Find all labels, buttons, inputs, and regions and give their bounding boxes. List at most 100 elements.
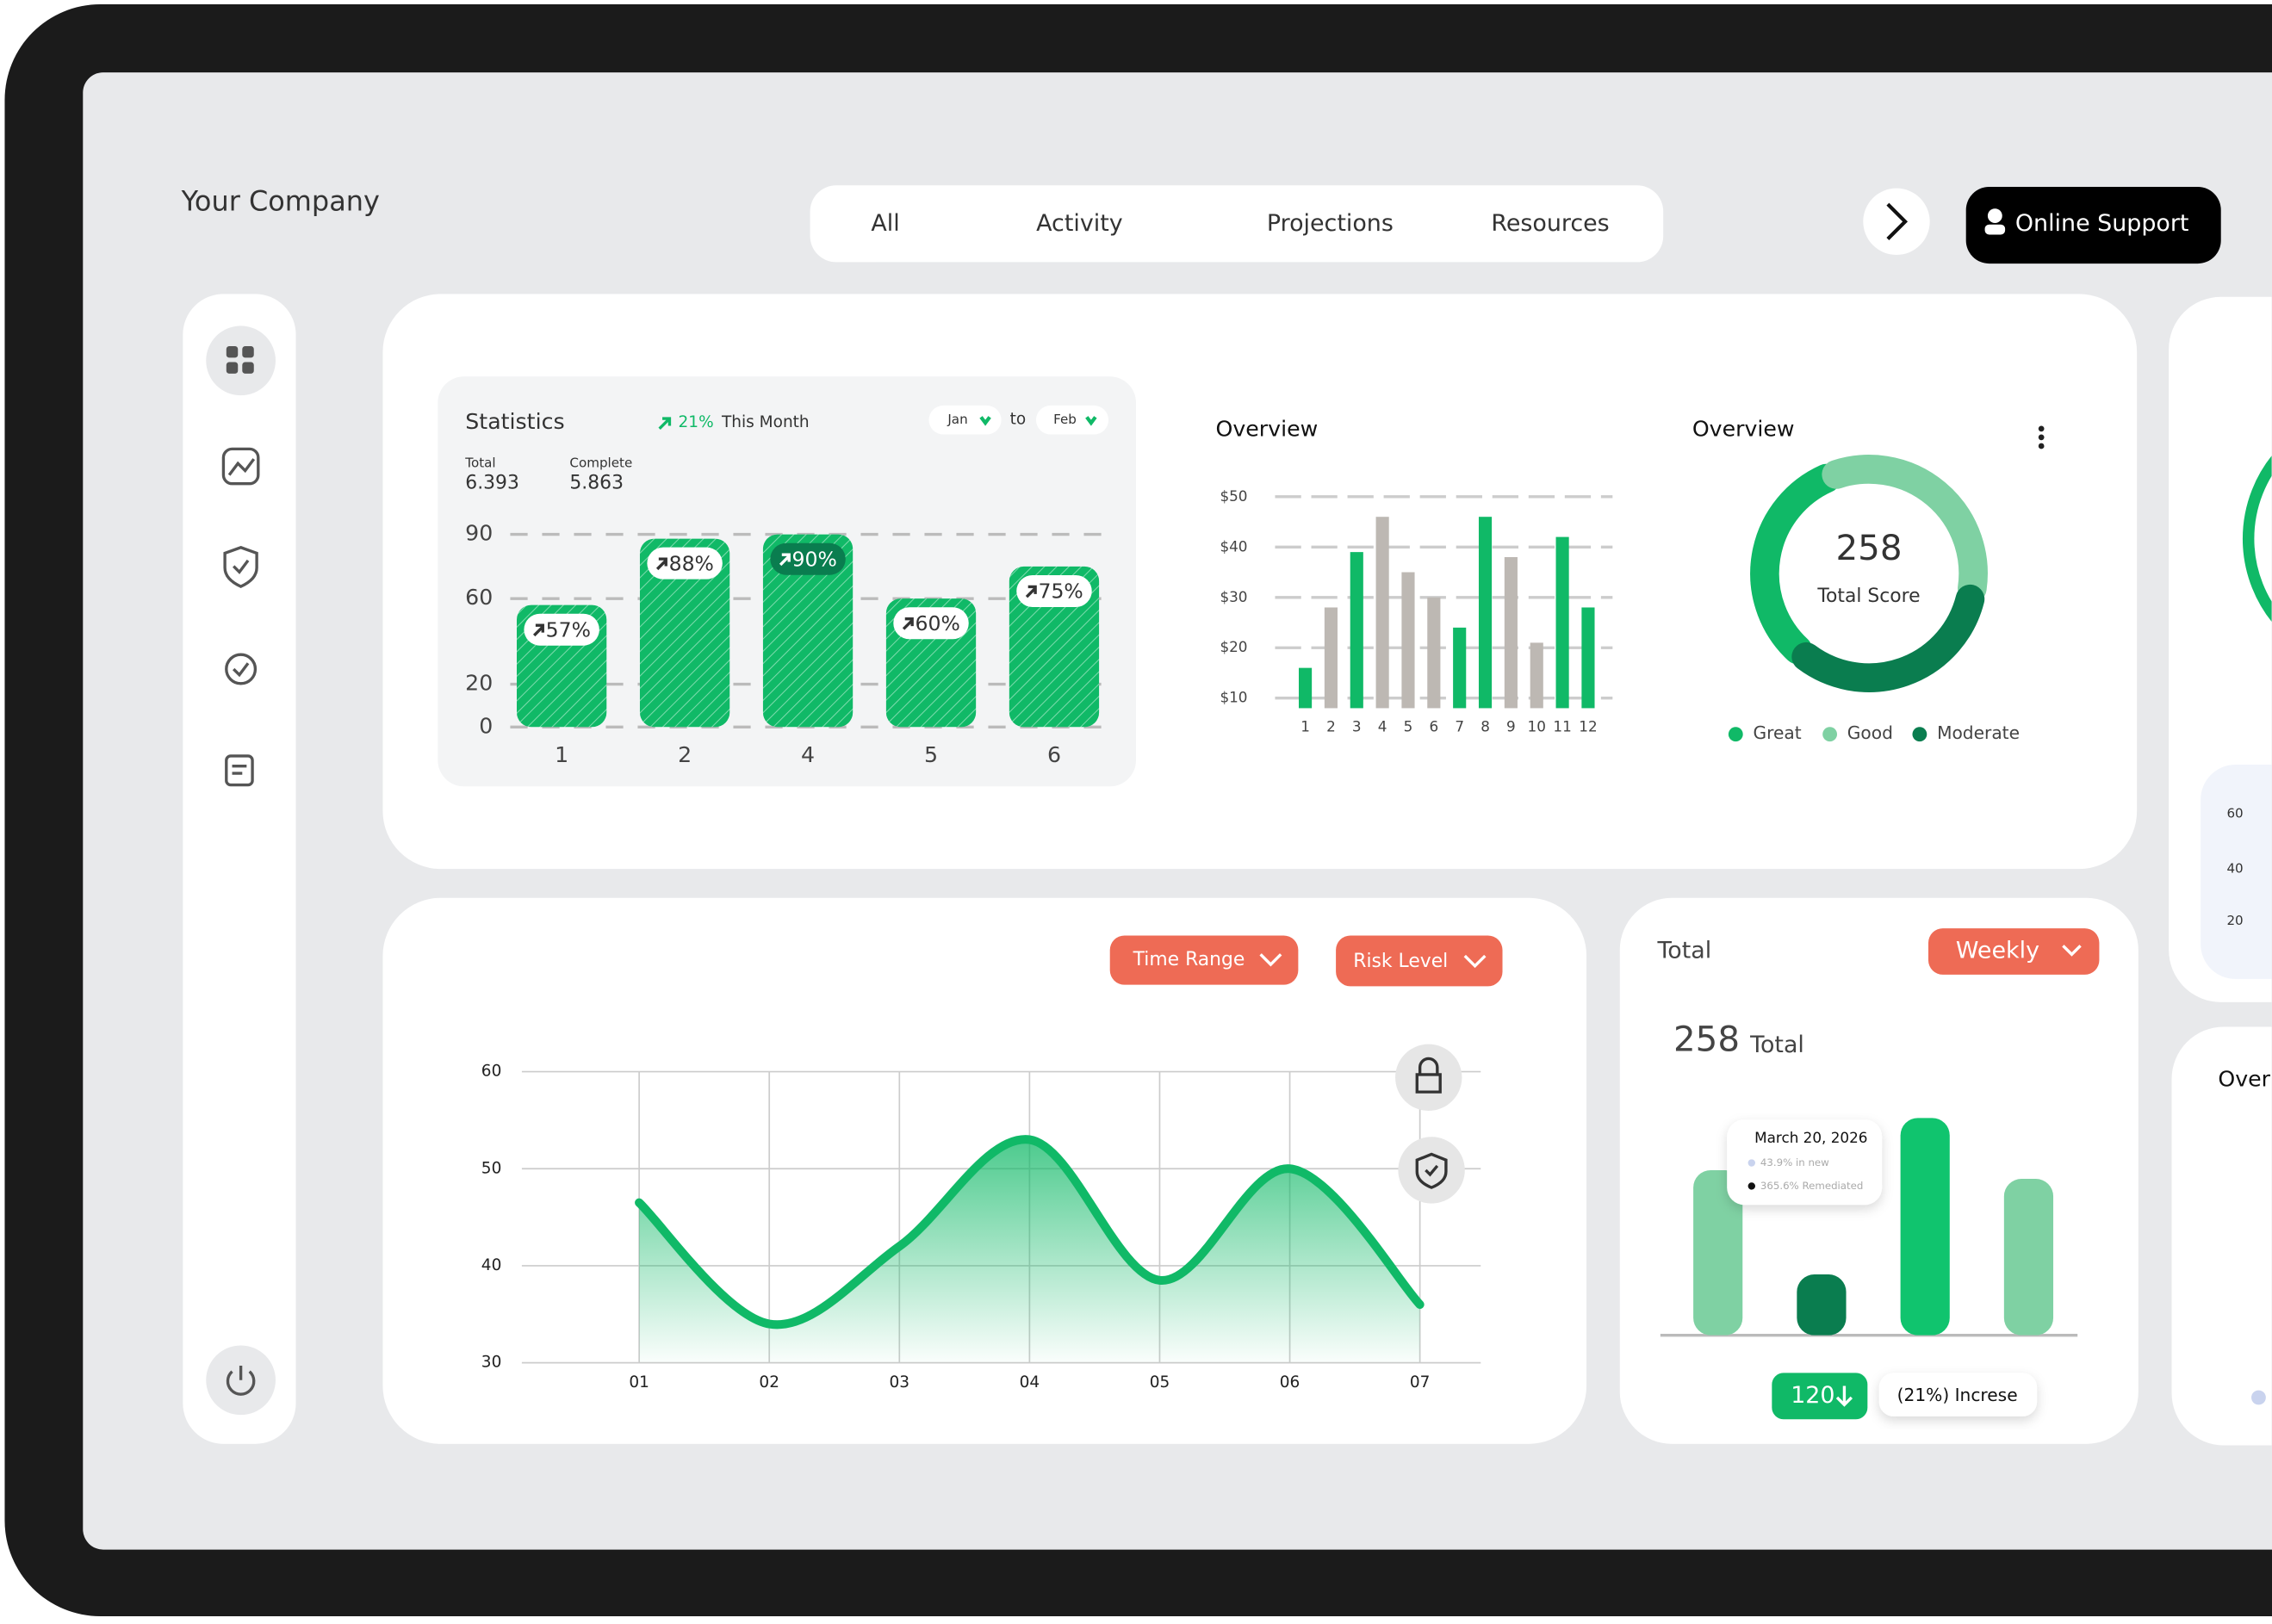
bar	[1555, 536, 1569, 709]
dashboard-icon	[226, 345, 254, 374]
x-tick-label: 1	[555, 742, 568, 767]
donut-segment	[1822, 455, 1988, 604]
x-tick-label: 01	[629, 1373, 649, 1392]
bar	[1375, 517, 1389, 709]
bar	[639, 538, 730, 728]
to-word: to	[1010, 411, 1027, 429]
tab[interactable]: Resources	[1491, 210, 1609, 237]
bar	[1797, 1274, 1847, 1336]
more-menu[interactable]	[2038, 425, 2045, 449]
value-label: 75%	[1038, 580, 1083, 604]
next-button[interactable]	[1863, 188, 1930, 256]
support-label: Online Support	[2015, 210, 2189, 237]
tab[interactable]: All	[871, 210, 899, 237]
chart-title: Overview	[1692, 417, 1795, 442]
total-value: 6.393	[465, 473, 519, 494]
total-label: Total	[1749, 1032, 1804, 1058]
line	[635, 1135, 1425, 1330]
x-tick-label: 07	[1410, 1373, 1431, 1392]
x-tick-label: 7	[1455, 717, 1464, 735]
bar	[1900, 1118, 1950, 1336]
x-tick-label: 10	[1528, 717, 1546, 735]
from-select[interactable]	[928, 405, 1002, 435]
card-title: Total	[1656, 937, 1711, 964]
bar	[1530, 642, 1543, 709]
side-tick: 20	[2226, 913, 2243, 928]
x-tick-label: 12	[1579, 717, 1597, 735]
chart-title: Overview	[1216, 417, 1319, 442]
to-select[interactable]	[1035, 405, 1109, 435]
sidebar	[183, 294, 296, 1444]
dropdown-icon	[2062, 945, 2082, 957]
shield-button[interactable]	[1398, 1137, 1465, 1204]
side-dot	[2251, 1390, 2266, 1405]
nav-dashboard[interactable]	[206, 325, 276, 396]
value-label: 60%	[916, 611, 960, 635]
donut-center-value: 258	[1835, 528, 1902, 568]
x-tick-label: 2	[1326, 717, 1336, 735]
weekly-button[interactable]	[1927, 928, 2100, 975]
x-tick-label: 05	[1150, 1373, 1170, 1392]
overlay: March 20, 2026 43.9% in new 365.6% Remed…	[1395, 1044, 1883, 1206]
donut-center-label: Total Score	[1816, 586, 1920, 607]
tab[interactable]: Activity	[1036, 210, 1123, 237]
bar	[762, 534, 854, 728]
tooltip-remediated: 365.6% Remediated	[1760, 1180, 1863, 1192]
tooltip	[1727, 1119, 1883, 1206]
button-label: Risk Level	[1353, 951, 1448, 972]
support-button[interactable]	[1965, 186, 2221, 264]
value-label-bg	[647, 547, 723, 580]
y-tick-label: 50	[481, 1159, 502, 1177]
nav-icons[interactable]	[221, 447, 260, 787]
value-label: 90%	[792, 547, 837, 571]
y-tick-label: 20	[465, 671, 493, 696]
content: Your Company All Activity Projections Re…	[181, 184, 2272, 1446]
lock-button[interactable]	[1395, 1044, 1462, 1111]
bar	[1350, 552, 1363, 709]
tab[interactable]: Projections	[1267, 210, 1394, 237]
bar	[1401, 572, 1415, 709]
up-icon	[779, 553, 791, 567]
tab-bar	[810, 185, 1664, 263]
y-tick-label: $10	[1220, 689, 1247, 706]
y-tick-label: 90	[465, 521, 493, 546]
shield-icon	[1415, 1152, 1448, 1189]
bar	[1453, 627, 1467, 709]
y-tick-label: $40	[1220, 537, 1247, 555]
total-value: 258	[1673, 1019, 1740, 1059]
risk-level-button[interactable]	[1336, 935, 1503, 987]
tooltip-dot	[1747, 1159, 1755, 1167]
donut-segment	[1791, 584, 1985, 692]
x-tick-label: 5	[1404, 717, 1413, 735]
complete-label: Complete	[569, 456, 632, 471]
time-range-button[interactable]	[1109, 935, 1299, 985]
area-fill	[639, 1139, 1420, 1363]
to-month: Feb	[1053, 412, 1077, 427]
x-tick-label: 06	[1280, 1373, 1301, 1392]
change-badge	[1772, 1373, 1868, 1420]
total-label: Total	[464, 456, 495, 471]
tooltip-dot	[1747, 1182, 1755, 1190]
company-name: Your Company	[181, 184, 380, 217]
legend-swatch	[1912, 727, 1927, 742]
y-tick-label: 0	[479, 713, 493, 738]
x-tick-label: 3	[1352, 717, 1362, 735]
side-card	[2171, 1026, 2272, 1446]
bar	[1298, 667, 1313, 709]
value-label-bg	[893, 607, 969, 640]
legend-label: Good	[1847, 722, 1893, 743]
value-label-bg	[524, 613, 599, 646]
x-tick-label: 1	[1301, 717, 1310, 735]
legend-swatch	[1822, 727, 1838, 742]
x-tick-label: 04	[1020, 1373, 1040, 1392]
support-icon	[1984, 224, 2006, 235]
tooltip-new: 43.9% in new	[1760, 1156, 1829, 1168]
y-tick-label: 60	[465, 585, 493, 610]
up-icon	[1025, 585, 1037, 598]
up-icon	[902, 617, 914, 630]
up-icon	[655, 557, 667, 571]
legend-label: Great	[1753, 722, 1801, 743]
x-tick-label: 03	[890, 1373, 910, 1392]
x-tick-label: 6	[1047, 742, 1061, 767]
side-chart-panel	[2201, 765, 2272, 979]
